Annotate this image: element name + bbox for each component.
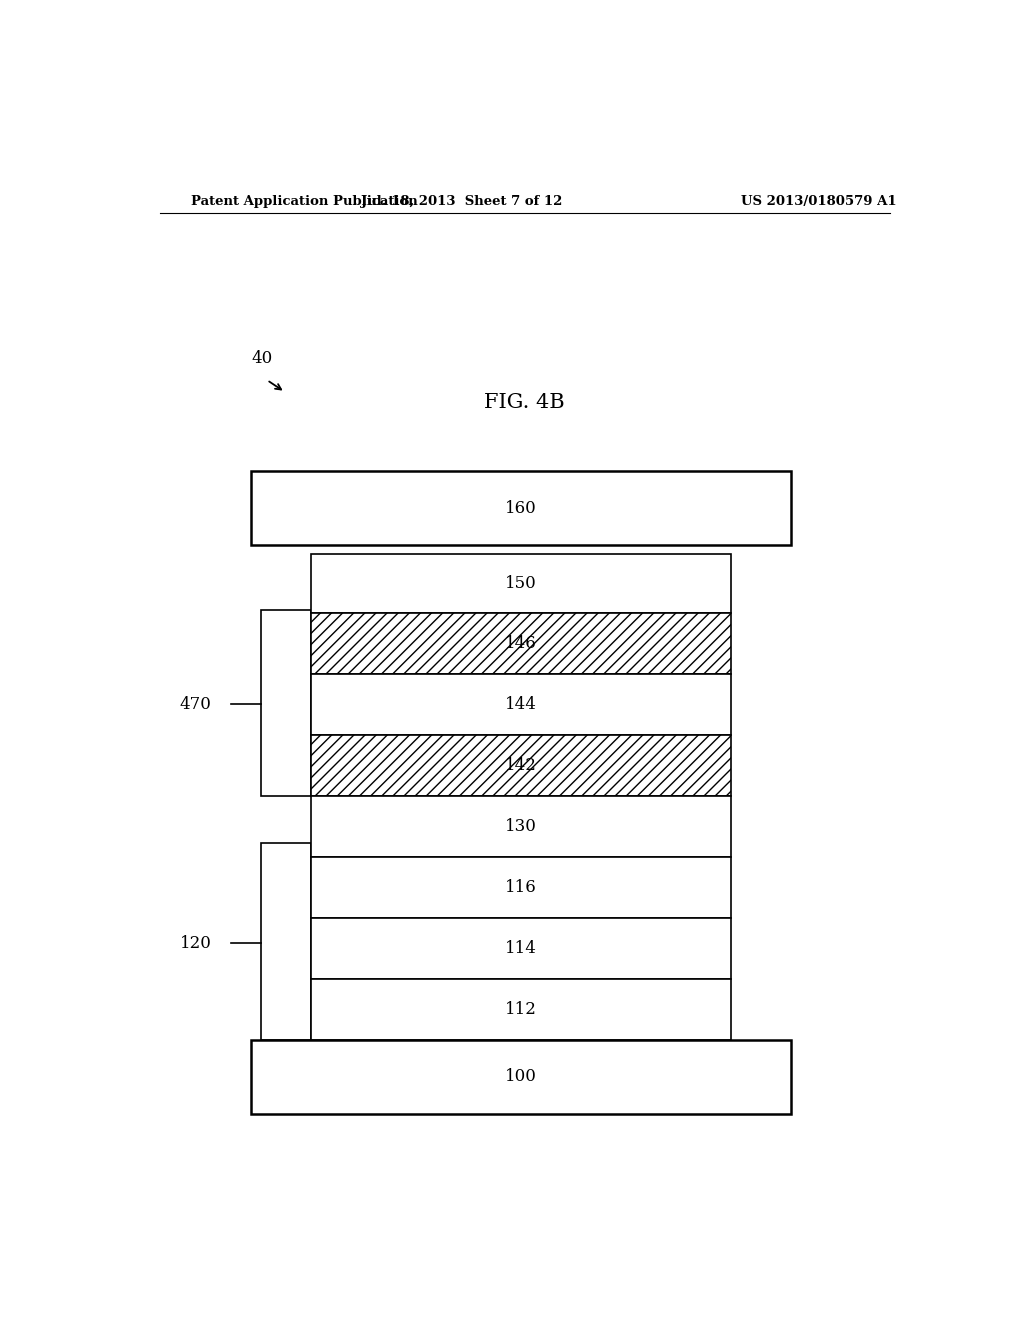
Bar: [310, 796, 731, 857]
Text: 116: 116: [505, 879, 537, 896]
Bar: [251, 471, 791, 545]
Bar: [260, 610, 310, 796]
Text: 470: 470: [179, 696, 211, 713]
Bar: [310, 735, 731, 796]
Text: 130: 130: [505, 817, 537, 834]
Text: 112: 112: [505, 1001, 537, 1018]
Bar: [310, 673, 731, 735]
Text: 120: 120: [179, 935, 211, 952]
Text: US 2013/0180579 A1: US 2013/0180579 A1: [740, 194, 896, 207]
Text: 40: 40: [251, 350, 272, 367]
Text: Jul. 18, 2013  Sheet 7 of 12: Jul. 18, 2013 Sheet 7 of 12: [360, 194, 562, 207]
Text: 146: 146: [505, 635, 537, 652]
Text: 114: 114: [505, 940, 537, 957]
Bar: [310, 857, 731, 917]
Bar: [310, 917, 731, 978]
Bar: [310, 978, 731, 1040]
Bar: [251, 1040, 791, 1114]
Text: 100: 100: [505, 1068, 537, 1085]
Bar: [310, 612, 731, 673]
Bar: [260, 843, 310, 1040]
Text: Patent Application Publication: Patent Application Publication: [191, 194, 418, 207]
Text: 144: 144: [505, 696, 537, 713]
Text: FIG. 4B: FIG. 4B: [484, 393, 565, 412]
Text: 160: 160: [505, 499, 537, 516]
Text: 142: 142: [505, 756, 537, 774]
Bar: [310, 554, 731, 612]
Text: 150: 150: [505, 574, 537, 591]
